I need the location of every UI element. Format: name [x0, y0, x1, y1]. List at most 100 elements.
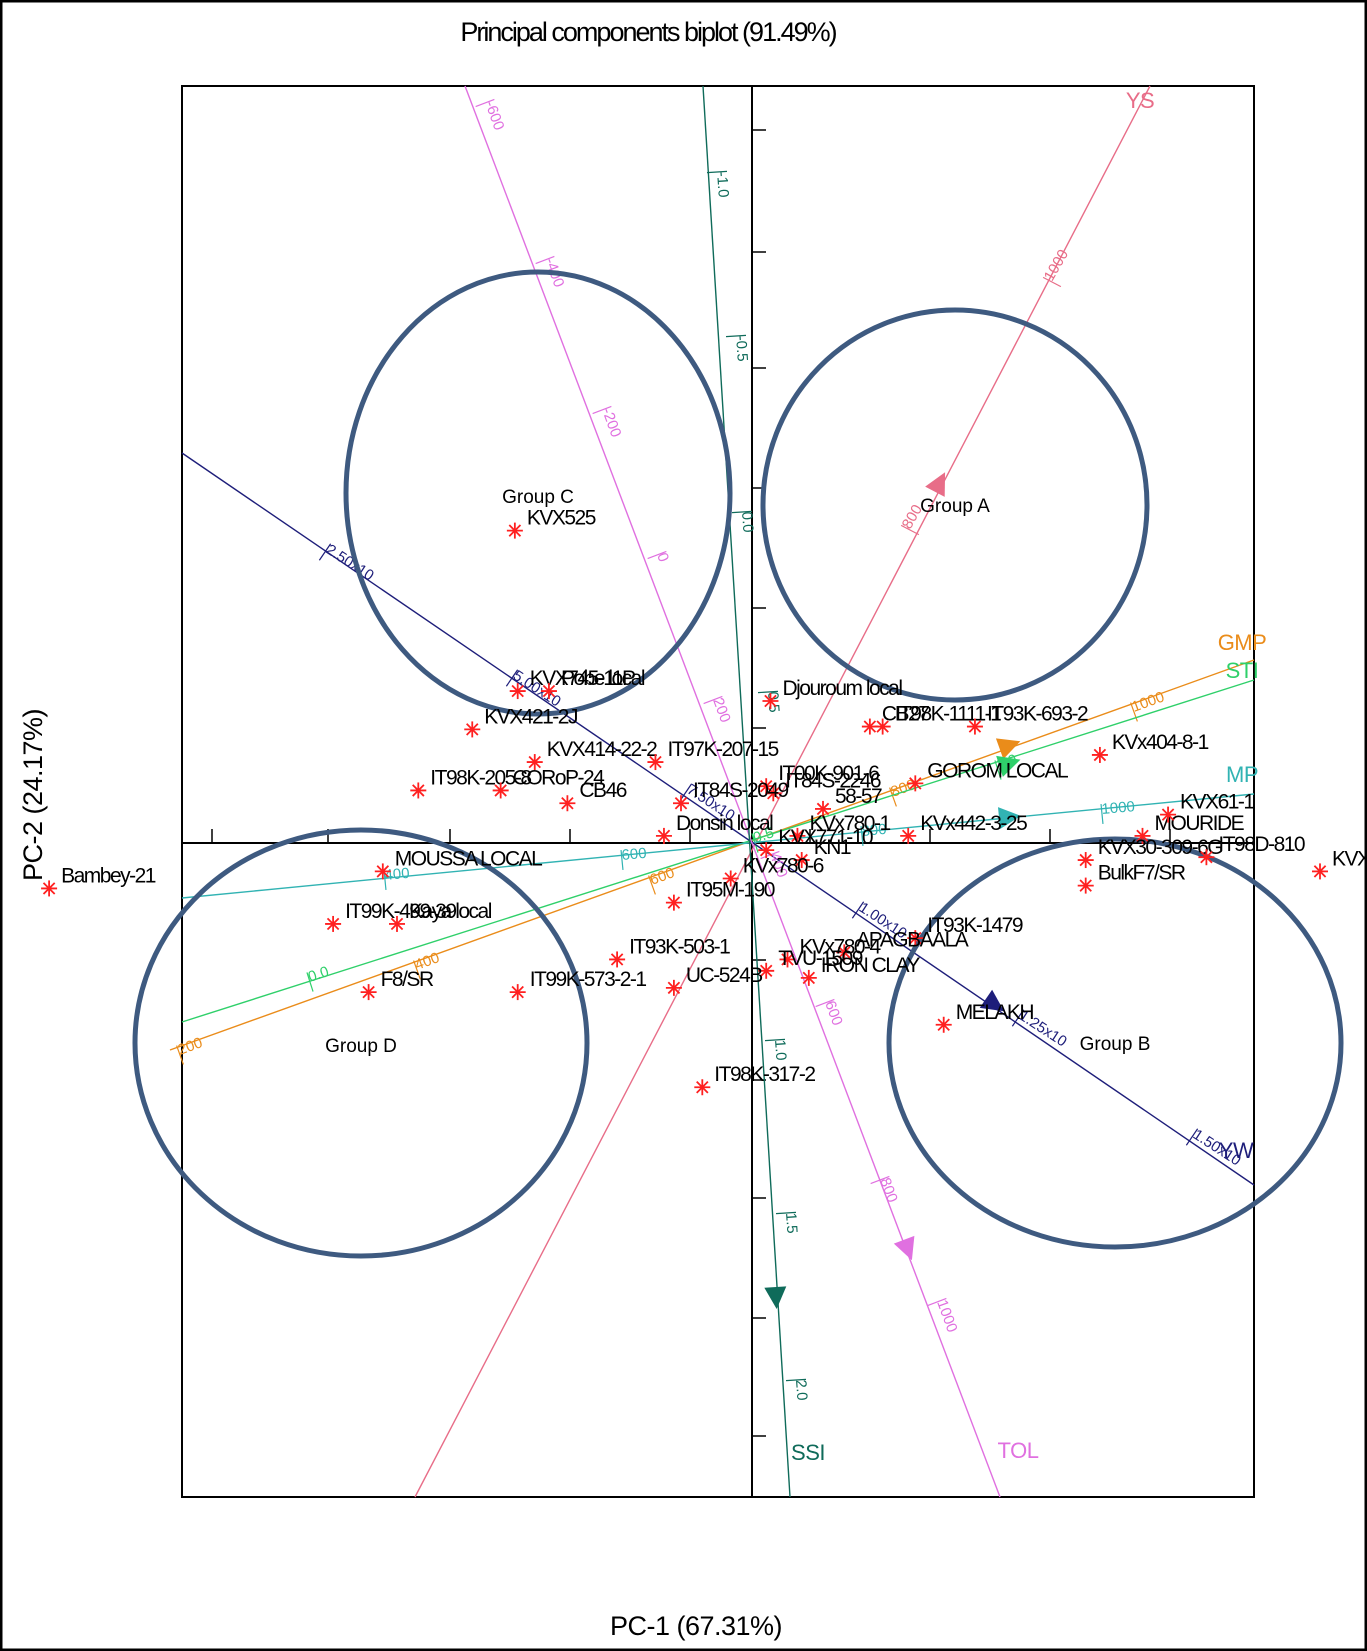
genotype-label: 58-57 [835, 785, 882, 808]
genotype-point: BulkF7/SR [1077, 862, 1187, 894]
ys-vector-label: YS [1126, 88, 1154, 113]
tol-tick-mark [647, 550, 667, 560]
genotype-point: IT99K-573-2-1 [509, 968, 648, 1001]
genotype-label: UC-524B [686, 964, 762, 987]
genotype-point: KVX61-1 [1160, 791, 1256, 823]
genotype-point: KVX30-309-6G [1077, 836, 1224, 869]
mp-tick-mark [860, 825, 864, 847]
point-marker-stroke [816, 802, 830, 816]
genotype-point: KVX771-10 [758, 826, 874, 859]
genotype-point: KVx404-8-1 [1091, 731, 1210, 763]
genotype-point: CB27 [861, 703, 931, 735]
group-d-circle [132, 827, 590, 1259]
genotype-point: MELAKH [935, 1001, 1035, 1033]
point-marker-stroke [1200, 850, 1213, 864]
genotype-label: GOROM LOCAL [927, 759, 1068, 782]
genotype-point: GOROM LOCAL [907, 759, 1069, 792]
ssi-tick-label: 2.0 [792, 1379, 810, 1401]
genotype-label: MOUSSA LOCAL [395, 847, 542, 870]
yw-tick-mark [505, 669, 519, 687]
genotype-label: IT99K-499-39 [345, 900, 456, 923]
genotype-label: CB27 [882, 703, 929, 726]
genotype-label: KVx780-1 [809, 812, 890, 835]
tol-tick-label: -600 [481, 99, 507, 133]
genotype-point: UC-524B [665, 964, 764, 996]
genotype-label: KN1 [814, 836, 851, 859]
genotype-label: IRON CLAY [821, 954, 921, 977]
genotype-label: IT98K-317-2 [714, 1063, 815, 1086]
genotype-label: KVX775-33-2 [1332, 847, 1367, 870]
point-marker-stroke [863, 720, 877, 733]
genotype-label: KVX745-11P [530, 667, 635, 690]
gmp-vector-line [169, 659, 1255, 1051]
ssi-tick-label: -0.5 [732, 335, 751, 362]
genotype-point: 58-57 [815, 785, 884, 817]
sti-vector-line [181, 679, 1255, 1023]
point-marker-stroke [759, 843, 773, 857]
point-marker-stroke [1079, 853, 1092, 867]
genotype-point: Djouroum local [762, 677, 904, 709]
ys-tick-mark [1042, 276, 1062, 288]
genotype-point: IRON CLAY [800, 954, 922, 986]
tol-vector-line [464, 85, 1001, 1498]
gmp-tick-mark [413, 960, 421, 980]
genotype-label: KVX771-10 [778, 826, 873, 849]
genotype-label: IT84S-2049 [693, 779, 789, 802]
group-a-label: Group A [920, 496, 990, 517]
genotype-point: KVx780-4 [779, 935, 883, 968]
ssi-tick-label: -1.0 [713, 171, 732, 198]
genotype-point: MOUSSA LOCAL [374, 847, 544, 880]
point-marker-stroke [42, 882, 56, 895]
mp-tick-mark [620, 849, 624, 871]
genotype-point: IT97K-207-15 [647, 738, 780, 771]
group-a-circle [760, 307, 1150, 703]
genotype-label: Kaya local [409, 900, 492, 923]
genotype-label: IT93K-503-1 [629, 935, 730, 958]
genotype-label: Djouroum local [782, 677, 902, 700]
genotype-point: Kaya local [389, 900, 493, 932]
point-marker-stroke [667, 981, 681, 995]
point-marker-stroke [876, 720, 889, 733]
point-marker-stroke [561, 797, 574, 810]
genotype-point: KVX414-22-2 [526, 738, 659, 771]
genotype-label: KVx442-3-25 [920, 812, 1027, 835]
genotype-label: KVX525 [527, 507, 596, 530]
genotype-point: KVx780-1 [789, 812, 892, 844]
group-c-circle [343, 269, 733, 717]
ys-tick-mark [900, 524, 920, 536]
y-axis-title: PC-2 (24.17%) [18, 709, 48, 881]
point-marker-stroke [528, 755, 541, 769]
mp-vector-label: MP [1226, 762, 1258, 787]
tol-tick-mark [870, 1175, 890, 1185]
genotype-label: IT95M-190 [686, 879, 775, 902]
genotype-point: KVX525 [506, 507, 597, 539]
genotype-point: IT95M-190 [665, 879, 776, 911]
genotype-label: KVx780-4 [800, 935, 882, 958]
tol-tick-label: 1000 [933, 1298, 960, 1335]
sti-tick-mark [306, 972, 314, 992]
genotype-label: Pobe local [561, 667, 645, 690]
ssi-tick-mark [764, 1038, 786, 1042]
ssi-vector-label: SSI [791, 1440, 825, 1465]
genotype-point: CB46 [559, 779, 628, 812]
gmp-arrowhead [995, 738, 1021, 760]
genotype-point: IT93K-693-2 [966, 703, 1089, 735]
point-marker-stroke [674, 797, 688, 810]
point-marker-stroke [838, 946, 851, 959]
genotype-label: TVU-1509 [778, 947, 863, 970]
point-marker-stroke [909, 777, 922, 790]
genotype-point: IT98K-317-2 [694, 1063, 817, 1096]
point-marker-stroke [759, 779, 773, 793]
yw-tick-mark [1185, 1128, 1199, 1146]
yw-tick-mark [1011, 1009, 1025, 1027]
ssi-tick-mark [775, 1211, 797, 1215]
genotype-point: MOURIDE [1134, 812, 1246, 844]
genotype-label: KVx404-8-1 [1112, 731, 1209, 754]
ssi-tick-mark [706, 170, 728, 174]
tol-vector-label: TOL [998, 1438, 1039, 1463]
point-marker-stroke [764, 694, 777, 708]
ys-vector-line [414, 85, 1151, 1498]
plot-frame [181, 85, 1255, 1498]
